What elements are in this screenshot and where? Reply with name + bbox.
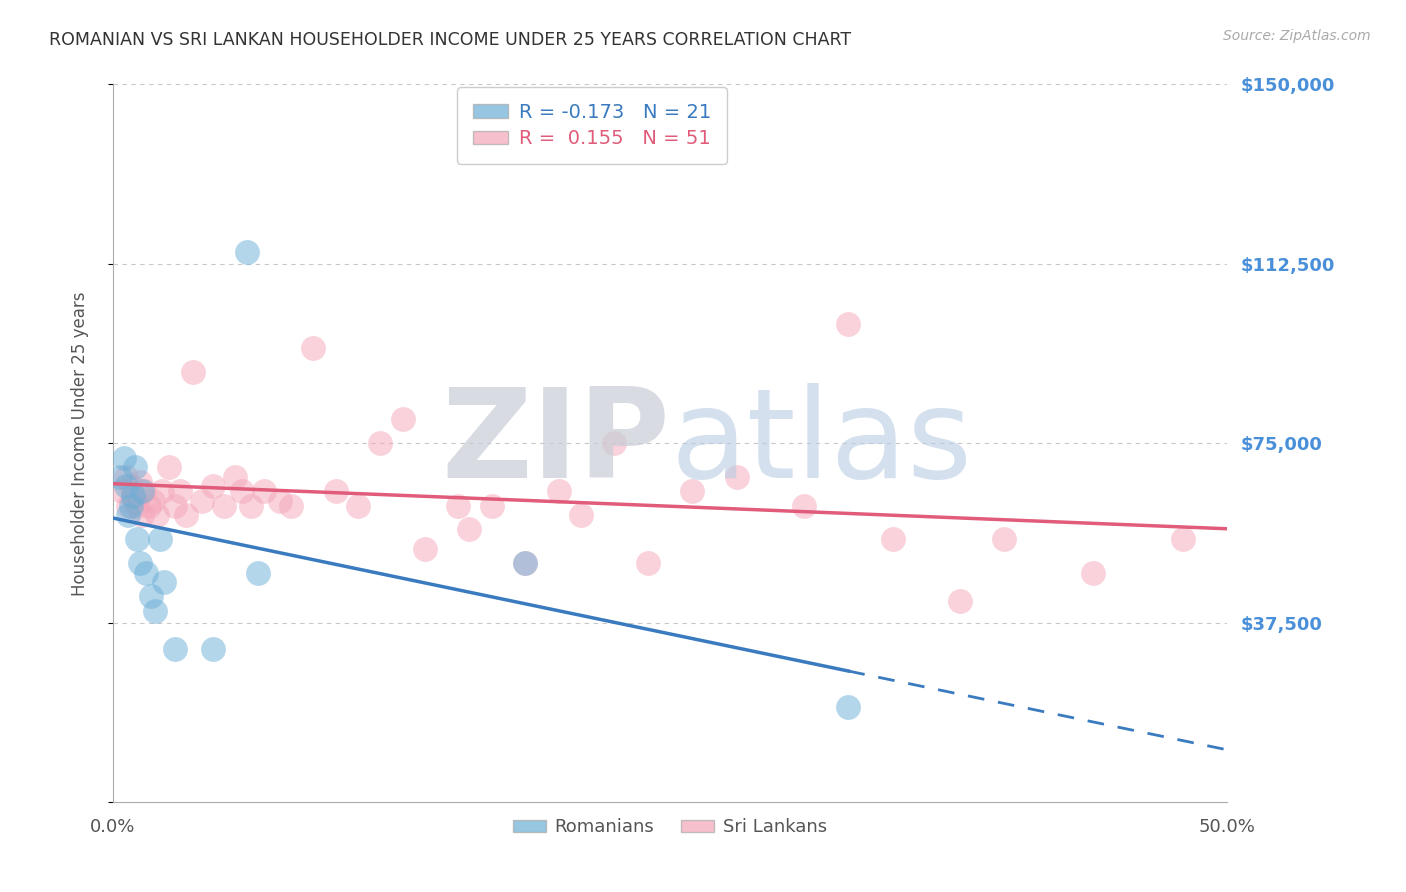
Point bbox=[165, 642, 187, 657]
Point bbox=[1171, 532, 1194, 546]
Point bbox=[515, 556, 537, 570]
Point bbox=[122, 489, 145, 503]
Point bbox=[111, 484, 134, 499]
Point bbox=[391, 412, 413, 426]
Point bbox=[569, 508, 592, 523]
Point bbox=[176, 508, 198, 523]
Point bbox=[131, 508, 153, 523]
Point bbox=[347, 499, 370, 513]
Point bbox=[993, 532, 1015, 546]
Point bbox=[128, 556, 150, 570]
Point bbox=[131, 484, 153, 499]
Point bbox=[108, 470, 131, 484]
Text: ZIP: ZIP bbox=[441, 383, 671, 504]
Point bbox=[481, 499, 503, 513]
Point bbox=[143, 604, 166, 618]
Point bbox=[246, 566, 269, 580]
Point bbox=[1083, 566, 1105, 580]
Point bbox=[127, 532, 149, 546]
Point bbox=[153, 575, 176, 590]
Point bbox=[138, 499, 160, 513]
Point bbox=[603, 436, 626, 450]
Point bbox=[368, 436, 391, 450]
Point bbox=[146, 508, 169, 523]
Point bbox=[202, 642, 225, 657]
Point bbox=[191, 493, 214, 508]
Point bbox=[117, 508, 139, 523]
Point bbox=[725, 470, 748, 484]
Point bbox=[202, 479, 225, 493]
Point bbox=[837, 699, 859, 714]
Point bbox=[122, 489, 145, 503]
Point bbox=[240, 499, 263, 513]
Point bbox=[135, 566, 157, 580]
Point bbox=[231, 484, 253, 499]
Point bbox=[413, 541, 436, 556]
Legend: Romanians, Sri Lankans: Romanians, Sri Lankans bbox=[506, 811, 834, 844]
Point bbox=[132, 484, 155, 499]
Point bbox=[115, 470, 138, 484]
Point bbox=[181, 365, 204, 379]
Point bbox=[157, 460, 180, 475]
Point bbox=[253, 484, 276, 499]
Point bbox=[124, 460, 146, 475]
Point bbox=[120, 499, 142, 513]
Point bbox=[949, 594, 972, 608]
Point bbox=[139, 590, 162, 604]
Point bbox=[458, 523, 481, 537]
Point bbox=[112, 450, 135, 465]
Point bbox=[637, 556, 659, 570]
Point bbox=[235, 244, 257, 259]
Point bbox=[302, 341, 325, 355]
Point bbox=[269, 493, 291, 508]
Point bbox=[115, 479, 138, 493]
Point bbox=[149, 532, 172, 546]
Point bbox=[214, 499, 236, 513]
Point bbox=[127, 499, 149, 513]
Point bbox=[117, 499, 139, 513]
Point bbox=[124, 493, 146, 508]
Point bbox=[169, 484, 191, 499]
Point bbox=[280, 499, 302, 513]
Point bbox=[882, 532, 904, 546]
Text: Source: ZipAtlas.com: Source: ZipAtlas.com bbox=[1223, 29, 1371, 43]
Point bbox=[681, 484, 703, 499]
Point bbox=[224, 470, 246, 484]
Point bbox=[547, 484, 569, 499]
Point bbox=[142, 493, 165, 508]
Text: ROMANIAN VS SRI LANKAN HOUSEHOLDER INCOME UNDER 25 YEARS CORRELATION CHART: ROMANIAN VS SRI LANKAN HOUSEHOLDER INCOM… bbox=[49, 31, 852, 49]
Point bbox=[447, 499, 470, 513]
Point bbox=[120, 479, 142, 493]
Y-axis label: Householder Income Under 25 years: Householder Income Under 25 years bbox=[72, 291, 89, 596]
Point bbox=[793, 499, 815, 513]
Point bbox=[325, 484, 347, 499]
Point bbox=[515, 556, 537, 570]
Point bbox=[165, 499, 187, 513]
Point bbox=[128, 475, 150, 489]
Text: atlas: atlas bbox=[671, 383, 972, 504]
Point bbox=[150, 484, 173, 499]
Point bbox=[837, 317, 859, 331]
